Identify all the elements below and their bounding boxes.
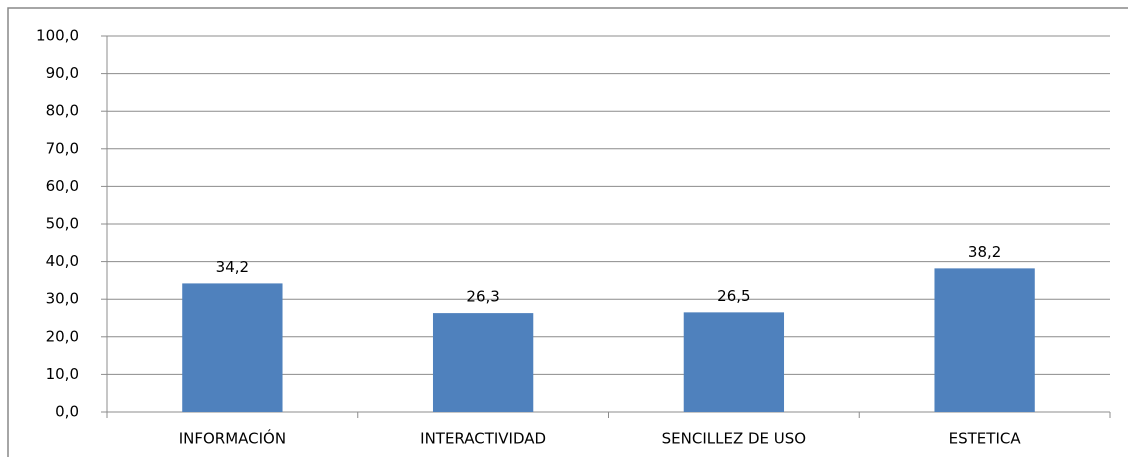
y-tick-label: 80,0 <box>46 102 79 120</box>
y-tick-label: 50,0 <box>46 215 79 233</box>
y-tick-label: 20,0 <box>46 327 79 345</box>
x-tick-label: SENCILLEZ DE USO <box>662 430 806 448</box>
bar <box>683 312 785 412</box>
bar <box>432 313 534 412</box>
data-label: 26,3 <box>466 288 499 306</box>
y-tick-label: 10,0 <box>46 365 79 383</box>
x-tick-label: ESTETICA <box>949 430 1022 448</box>
bar <box>182 283 283 412</box>
y-tick-label: 0,0 <box>55 403 79 421</box>
x-tick-label: INTERACTIVIDAD <box>420 430 546 448</box>
bar <box>934 268 1035 412</box>
y-tick-label: 70,0 <box>46 139 79 157</box>
y-tick-label: 40,0 <box>46 252 79 270</box>
y-tick-label: 90,0 <box>46 64 79 82</box>
y-tick-label: 100,0 <box>36 27 79 45</box>
data-label: 26,5 <box>717 287 750 305</box>
data-label: 34,2 <box>216 258 249 276</box>
x-tick-label: INFORMACIÓN <box>179 429 286 448</box>
y-tick-label: 30,0 <box>46 290 79 308</box>
y-tick-label: 60,0 <box>46 177 79 195</box>
data-label: 38,2 <box>968 243 1001 261</box>
